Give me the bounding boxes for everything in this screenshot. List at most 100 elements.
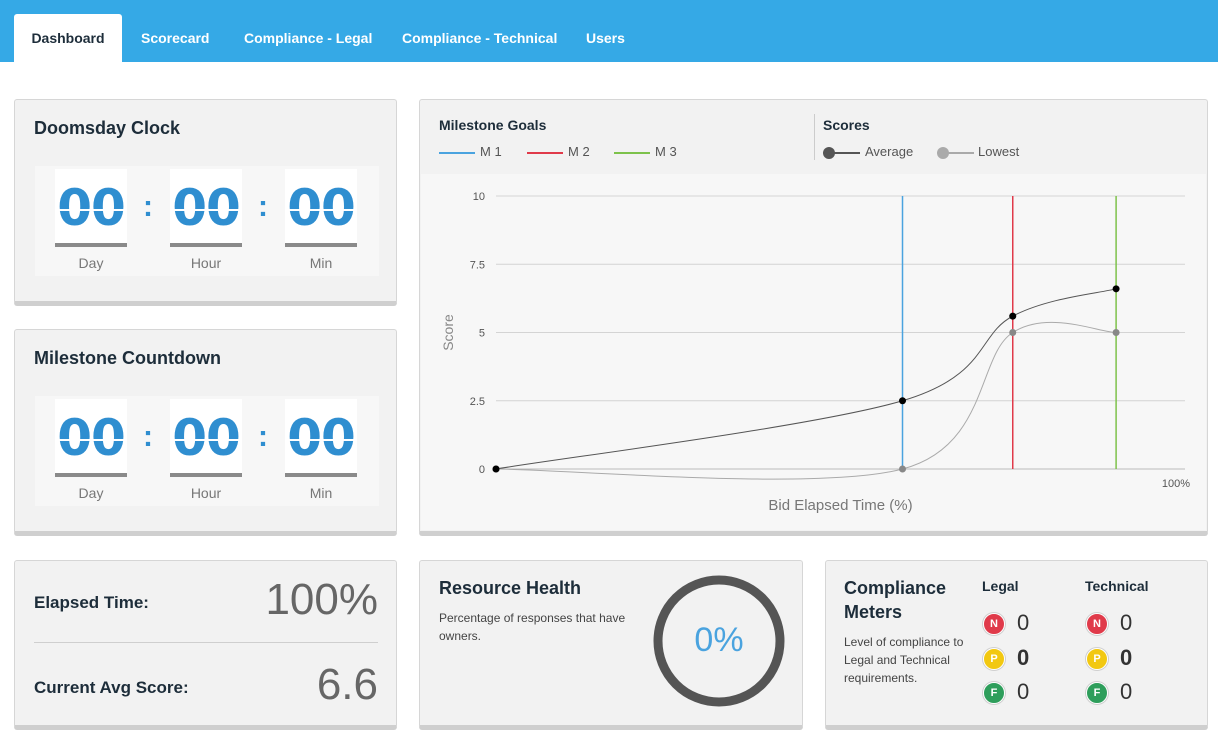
legend-m2-line — [527, 152, 563, 154]
elapsed-time-value: 100% — [265, 575, 378, 624]
technical-n-badge: N — [1086, 613, 1108, 635]
gauge-track — [653, 575, 785, 707]
legal-n-badge: N — [983, 613, 1005, 635]
data-point-average — [899, 397, 907, 405]
milestone-countdown-panel: Milestone Countdown 00 Day : 00 Hour : 0… — [14, 329, 397, 536]
clock-separator: : — [258, 190, 268, 223]
series-line-lowest — [495, 321, 1117, 480]
y-axis-label: Score — [440, 314, 456, 351]
clock-split-line — [285, 209, 357, 211]
score-chart-panel: Milestone Goals M 1 M 2 M 3 Scores Avera… — [419, 99, 1208, 536]
legend-lowest-marker — [937, 147, 949, 159]
clock-split-line — [55, 439, 127, 441]
legend-m3[interactable]: M 3 — [655, 144, 677, 159]
current-avg-score-label: Current Avg Score: — [34, 678, 189, 697]
resource-health-description: Percentage of responses that have owners… — [439, 611, 626, 643]
doomsday-clock: 00 Day : 00 Hour : 00 Min — [35, 166, 379, 276]
top-nav: Dashboard Scorecard Compliance - Legal C… — [0, 0, 1218, 62]
legend-lowest[interactable]: Lowest — [978, 144, 1020, 159]
clock-digit-box: 00 — [170, 399, 242, 477]
data-point-lowest — [899, 465, 907, 473]
tab-users[interactable]: Users — [586, 30, 625, 46]
current-avg-score-value: 6.6 — [316, 660, 378, 709]
clock-min-label: Min — [309, 485, 333, 501]
legal-f-badge: F — [983, 682, 1005, 704]
clock-separator: : — [258, 420, 268, 453]
legend-m1-line — [439, 152, 475, 154]
resource-health-percent: 0% — [694, 621, 744, 659]
compliance-meters-panel: Compliance Meters Level of compliance to… — [825, 560, 1208, 730]
milestone-goals-title: Milestone Goals — [439, 117, 547, 133]
resource-health-title: Resource Health — [439, 578, 582, 598]
score-chart: 0 2.5 5 7.5 10 100% Score Bid Elapsed Time (%) — [440, 191, 1190, 514]
compliance-title-line1: Compliance — [844, 578, 947, 598]
legend-m3-line — [614, 152, 650, 154]
technical-column-title: Technical — [1085, 578, 1149, 594]
clock-digit-box: 00 — [55, 399, 127, 477]
clock-hour: 00 Hour — [170, 169, 242, 271]
clock-day-value: 00 — [57, 179, 126, 237]
clock-digit-box: 00 — [285, 399, 357, 477]
legend-m1[interactable]: M 1 — [480, 144, 502, 159]
compliance-title-line2: Meters — [844, 602, 903, 622]
tab-compliance-technical[interactable]: Compliance - Technical — [402, 30, 558, 46]
legend-average-line — [834, 152, 860, 154]
y-tick-label: 5 — [479, 328, 485, 340]
clock-min-value: 00 — [287, 409, 356, 467]
technical-p-value: 0 — [1120, 645, 1133, 670]
legend-average-marker — [823, 147, 835, 159]
clock-separator: : — [143, 420, 153, 453]
data-point-average — [1112, 285, 1120, 293]
data-point-lowest — [1009, 329, 1017, 336]
clock-split-line — [285, 439, 357, 441]
tab-scorecard[interactable]: Scorecard — [141, 30, 210, 46]
clock-separator: : — [143, 190, 153, 223]
legal-p-value: 0 — [1017, 645, 1030, 670]
panel-title: Milestone Countdown — [34, 348, 221, 368]
panel-title: Doomsday Clock — [34, 118, 181, 138]
legal-f-value: 0 — [1017, 679, 1030, 704]
clock-hour: 00 Hour — [170, 399, 242, 501]
legal-n-value: 0 — [1017, 610, 1030, 635]
clock-hour-label: Hour — [190, 485, 222, 501]
clock-digit-box: 00 — [285, 169, 357, 247]
y-tick-label: 2.5 — [470, 396, 485, 408]
clock-digit-box: 00 — [55, 169, 127, 247]
series-line-average — [495, 288, 1117, 470]
clock-min: 00 Min — [285, 169, 357, 271]
elapsed-time-label: Elapsed Time: — [34, 593, 149, 612]
stats-divider — [34, 642, 378, 643]
clock-hour-value: 00 — [172, 179, 241, 237]
chart-area: 0 2.5 5 7.5 10 100% Score Bid Elapsed Time (%) — [421, 174, 1206, 530]
x-axis-label: Bid Elapsed Time (%) — [768, 497, 912, 514]
scores-title: Scores — [823, 117, 870, 133]
clock-digit-box: 00 — [170, 169, 242, 247]
technical-n-value: 0 — [1120, 610, 1133, 635]
resource-health-gauge — [653, 575, 785, 707]
tab-compliance-legal[interactable]: Compliance - Legal — [244, 30, 373, 46]
clock-min-value: 00 — [287, 179, 356, 237]
legend-m2[interactable]: M 2 — [568, 144, 590, 159]
clock-min-label: Min — [309, 255, 333, 271]
y-tick-label: 10 — [473, 191, 485, 203]
tab-dashboard[interactable]: Dashboard — [14, 14, 122, 62]
technical-f-badge: F — [1086, 682, 1108, 704]
clock-day: 00 Day — [55, 169, 127, 271]
compliance-description: Level of compliance to Legal and Technic… — [844, 635, 964, 685]
data-point-lowest — [1112, 329, 1120, 336]
legal-column-title: Legal — [982, 578, 1019, 594]
clock-day-value: 00 — [57, 409, 126, 467]
data-point-average — [492, 465, 500, 473]
clock-day-label: Day — [78, 255, 104, 271]
clock-split-line — [170, 209, 242, 211]
technical-f-value: 0 — [1120, 679, 1133, 704]
clock-day-label: Day — [78, 485, 104, 501]
legend-lowest-line — [948, 152, 974, 154]
y-tick-label: 7.5 — [470, 259, 485, 271]
data-point-average — [1009, 312, 1017, 320]
clock-day: 00 Day — [55, 399, 127, 501]
legend-average[interactable]: Average — [865, 144, 914, 159]
resource-health-panel: Resource Health Percentage of responses … — [419, 560, 803, 730]
legal-p-badge: P — [983, 648, 1005, 670]
technical-p-badge: P — [1086, 648, 1108, 670]
